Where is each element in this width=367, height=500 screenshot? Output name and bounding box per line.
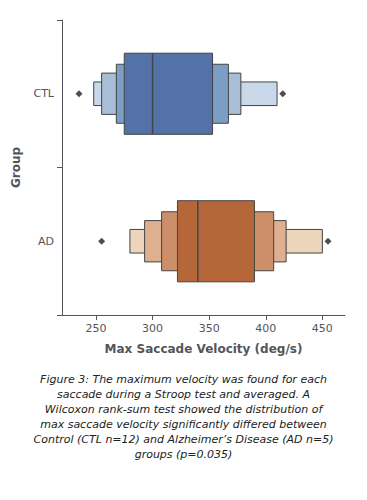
svg-text:300: 300 <box>142 322 163 335</box>
svg-text:450: 450 <box>312 322 333 335</box>
svg-text:400: 400 <box>255 322 276 335</box>
svg-text:Control (CTL n=12) and Alzheim: Control (CTL n=12) and Alzheimer’s Disea… <box>34 433 334 446</box>
svg-text:Group: Group <box>9 147 23 189</box>
svg-text:saccade during a Stroop test a: saccade during a Stroop test and average… <box>57 388 310 401</box>
svg-text:max saccade velocity significa: max saccade velocity significantly diffe… <box>40 418 327 431</box>
svg-text:CTL: CTL <box>33 87 54 100</box>
svg-text:Wilcoxon rank-sum test showed: Wilcoxon rank-sum test showed the distri… <box>45 403 325 416</box>
svg-text:Figure 3: The maximum velocity: Figure 3: The maximum velocity was found… <box>40 373 327 386</box>
svg-text:250: 250 <box>85 322 106 335</box>
svg-text:Max Saccade Velocity (deg/s): Max Saccade Velocity (deg/s) <box>105 342 303 356</box>
svg-text:groups (p=0.035): groups (p=0.035) <box>135 448 233 461</box>
svg-text:AD: AD <box>38 235 54 248</box>
svg-text:350: 350 <box>199 322 220 335</box>
